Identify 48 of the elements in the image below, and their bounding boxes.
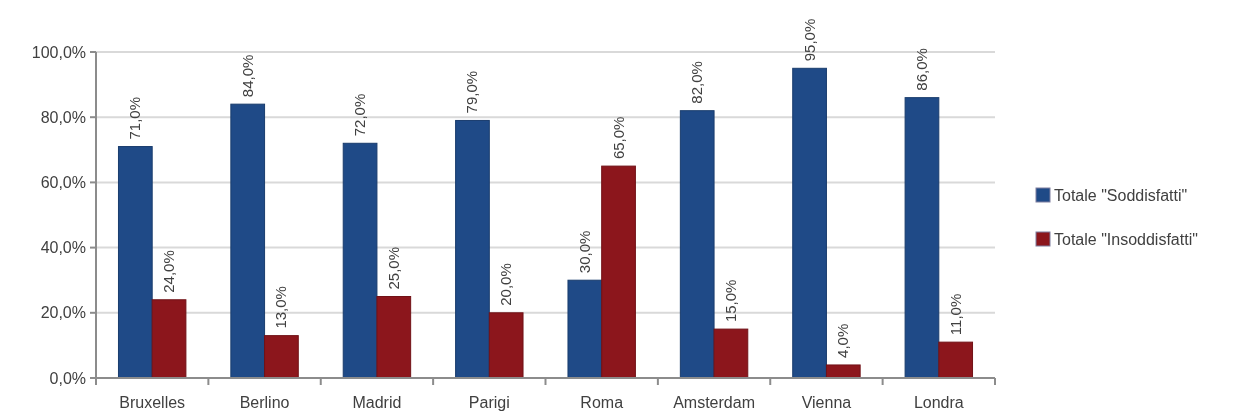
bar <box>230 103 266 379</box>
bar <box>264 335 299 379</box>
data-label: 71,0% <box>126 96 144 140</box>
bar <box>679 110 715 379</box>
data-label: 15,0% <box>721 279 739 323</box>
x-tick-label: Roma <box>580 394 624 411</box>
y-tick-label: 80,0% <box>40 108 86 126</box>
y-tick-label: 20,0% <box>40 304 86 322</box>
y-tick-label: 0,0% <box>49 369 86 387</box>
bar <box>567 279 603 379</box>
bar <box>117 146 153 379</box>
data-label: 86,0% <box>912 48 930 91</box>
bar <box>376 296 412 379</box>
bar <box>488 312 524 379</box>
data-label: 30,0% <box>575 230 593 274</box>
legend-label: Totale "Soddisfatti" <box>1054 186 1188 204</box>
y-tick-label: 100,0% <box>31 43 86 61</box>
bar <box>904 97 940 379</box>
data-label: 65,0% <box>609 116 627 160</box>
x-tick-label: Vienna <box>801 394 852 411</box>
x-tick-label: Amsterdam <box>673 394 755 411</box>
data-label: 95,0% <box>800 18 818 62</box>
bar <box>455 119 490 379</box>
data-label: 25,0% <box>384 246 402 290</box>
bar <box>792 67 827 379</box>
data-label: 72,0% <box>351 93 369 137</box>
x-tick-label: Londra <box>913 394 964 411</box>
x-tick-label: Berlino <box>239 394 290 411</box>
data-label: 79,0% <box>463 70 481 114</box>
bar <box>601 165 636 379</box>
data-label: 11,0% <box>946 293 964 336</box>
legend-label: Totale "Insoddisfatti" <box>1054 230 1198 248</box>
y-tick-label: 40,0% <box>40 239 86 257</box>
bar <box>938 341 974 379</box>
bar <box>825 364 861 379</box>
data-label: 4,0% <box>834 323 852 358</box>
data-label: 82,0% <box>688 61 706 104</box>
data-label: 84,0% <box>238 54 256 98</box>
data-label: 13,0% <box>272 286 290 329</box>
x-tick-label: Parigi <box>468 394 510 411</box>
bar <box>342 142 378 379</box>
y-tick-label: 60,0% <box>40 174 86 191</box>
data-label: 20,0% <box>497 263 515 306</box>
bar <box>713 328 749 379</box>
bar <box>151 299 187 379</box>
data-label: 24,0% <box>160 250 178 293</box>
x-tick-label: Madrid <box>352 394 402 411</box>
x-tick-label: Bruxelles <box>119 394 186 411</box>
